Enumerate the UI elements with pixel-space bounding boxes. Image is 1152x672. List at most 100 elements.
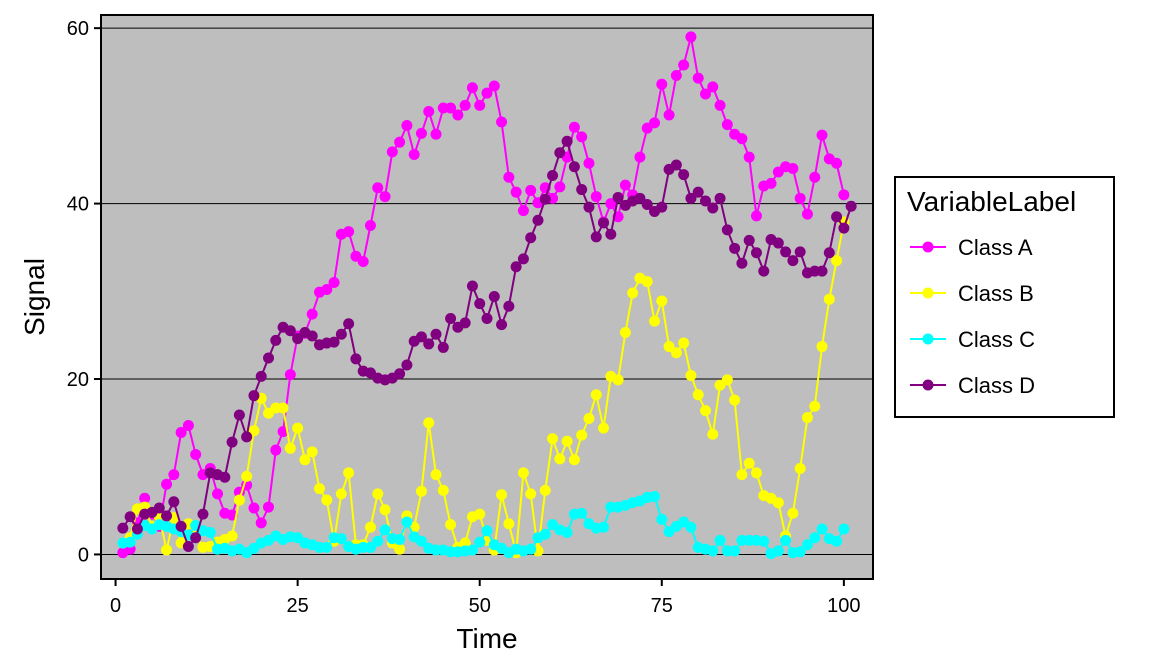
- data-point-class-c: [474, 536, 486, 548]
- data-point-class-d: [743, 234, 755, 246]
- data-point-class-a: [372, 182, 384, 194]
- data-point-class-b: [248, 425, 260, 437]
- data-point-class-a: [714, 99, 726, 111]
- legend-label: Class B: [958, 281, 1034, 306]
- data-point-class-b: [590, 389, 602, 401]
- data-point-class-a: [474, 99, 486, 111]
- data-point-class-d: [823, 247, 835, 259]
- data-point-class-a: [270, 444, 282, 456]
- data-point-class-a: [736, 133, 748, 145]
- data-point-class-b: [241, 470, 253, 482]
- data-point-class-d: [605, 228, 617, 240]
- data-point-class-d: [233, 409, 245, 421]
- legend-items: Class A Class B Class C Class D: [910, 235, 1035, 398]
- data-point-class-a: [306, 308, 318, 320]
- data-point-class-b: [576, 429, 588, 441]
- data-point-class-a: [838, 189, 850, 201]
- x-tick-label: 25: [287, 595, 309, 617]
- data-point-class-d: [335, 328, 347, 340]
- data-point-class-d: [343, 318, 355, 330]
- data-point-class-a: [248, 502, 260, 514]
- data-point-class-a: [503, 171, 515, 183]
- data-point-class-a: [649, 117, 661, 129]
- data-point-class-b: [678, 337, 690, 349]
- data-point-class-c: [772, 545, 784, 557]
- data-point-class-a: [379, 191, 391, 203]
- data-point-class-a: [809, 171, 821, 183]
- data-point-class-a: [488, 80, 500, 92]
- data-point-class-d: [219, 471, 231, 483]
- data-point-class-d: [255, 370, 267, 382]
- data-point-class-d: [568, 161, 580, 173]
- data-point-class-b: [627, 287, 639, 299]
- data-point-class-c: [481, 525, 493, 537]
- data-point-class-a: [357, 255, 369, 267]
- data-point-class-a: [459, 99, 471, 111]
- data-point-class-d: [561, 135, 573, 147]
- x-axis: 0 25 50 75 100: [110, 579, 861, 617]
- data-point-class-c: [831, 535, 843, 547]
- legend-item-class-b: Class B: [910, 281, 1034, 306]
- legend-key-point: [922, 287, 934, 299]
- legend-label: Class D: [958, 373, 1035, 398]
- data-point-class-d: [292, 333, 304, 345]
- data-point-class-b: [226, 530, 238, 542]
- data-point-class-c: [466, 544, 478, 556]
- data-point-class-b: [656, 295, 668, 307]
- data-point-class-d: [496, 319, 508, 331]
- legend-label: Class C: [958, 327, 1035, 352]
- data-point-class-d: [270, 334, 282, 346]
- data-point-class-d: [539, 193, 551, 205]
- data-point-class-c: [379, 524, 391, 536]
- data-point-class-b: [161, 544, 173, 556]
- data-point-class-d: [707, 202, 719, 214]
- data-point-class-d: [845, 200, 857, 212]
- data-point-class-d: [583, 201, 595, 213]
- data-point-class-a: [161, 478, 173, 490]
- series-class-d: [117, 135, 857, 553]
- data-point-class-a: [277, 426, 289, 438]
- legend-title: VariableLabel: [907, 186, 1076, 217]
- data-point-class-b: [547, 433, 559, 445]
- data-point-class-d: [525, 232, 537, 244]
- data-point-class-d: [459, 317, 471, 329]
- data-point-class-c: [415, 535, 427, 547]
- data-point-class-a: [707, 81, 719, 93]
- data-point-class-a: [175, 427, 187, 439]
- data-point-class-a: [408, 148, 420, 160]
- data-point-class-b: [321, 494, 333, 506]
- data-point-class-c: [780, 534, 792, 546]
- data-point-class-d: [612, 191, 624, 203]
- data-point-class-a: [750, 210, 762, 222]
- data-point-class-d: [678, 169, 690, 181]
- data-point-class-c: [394, 534, 406, 546]
- data-point-class-a: [525, 184, 537, 196]
- data-point-class-d: [634, 192, 646, 204]
- data-point-class-b: [707, 428, 719, 440]
- legend-item-class-c: Class C: [910, 327, 1035, 352]
- data-point-class-a: [364, 220, 376, 232]
- legend-key-point: [922, 241, 934, 253]
- data-point-class-b: [772, 497, 784, 509]
- legend-item-class-a: Class A: [910, 235, 1033, 260]
- data-point-class-b: [306, 446, 318, 458]
- data-point-class-a: [554, 181, 566, 193]
- data-point-class-b: [299, 454, 311, 466]
- data-point-class-a: [182, 420, 194, 432]
- data-point-class-b: [423, 417, 435, 429]
- data-point-class-a: [415, 127, 427, 139]
- data-point-class-c: [656, 513, 668, 525]
- data-point-class-c: [364, 541, 376, 553]
- data-point-class-b: [525, 488, 537, 500]
- data-point-class-a: [496, 116, 508, 128]
- data-point-class-a: [481, 87, 493, 99]
- data-point-class-d: [576, 184, 588, 196]
- data-point-class-d: [131, 523, 143, 535]
- x-tick-label: 100: [827, 595, 860, 617]
- data-point-class-c: [758, 535, 770, 547]
- data-point-class-a: [466, 82, 478, 94]
- data-point-class-d: [772, 237, 784, 249]
- data-point-class-a: [190, 448, 202, 460]
- data-point-class-a: [794, 192, 806, 204]
